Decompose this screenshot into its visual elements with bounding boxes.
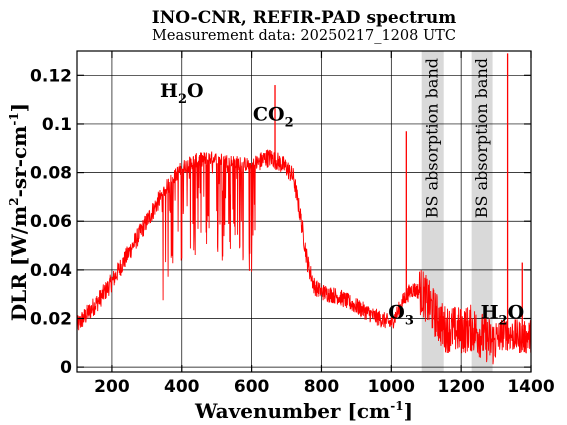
y-tick-label-6: 0.12 xyxy=(30,66,72,86)
annotation-1: H2O xyxy=(160,80,204,107)
axis-ticks: 200 400 600 800 1000 1200 1400 0 0.02 0.04 0.06 0.0… xyxy=(30,51,555,397)
y-tick-label-2: 0.04 xyxy=(30,261,72,281)
annotation-4: H2O xyxy=(481,302,525,329)
annotation-2-sub: 2 xyxy=(285,115,294,130)
y-tick-label-4: 0.08 xyxy=(30,164,72,184)
x-tick-label-5: 1200 xyxy=(437,377,484,397)
annotation-4-base: H xyxy=(481,302,499,324)
x-axis-label-main: Wavenumber [cm xyxy=(194,399,390,423)
y-tick-label-3: 0.06 xyxy=(30,212,72,232)
absorption-band-label-2: BS absorption band xyxy=(472,58,491,218)
y-axis-label-main: DLR [W/m xyxy=(7,206,31,321)
y-tick-label-1: 0.02 xyxy=(30,310,72,330)
absorption-band-label-1: BS absorption band xyxy=(423,58,442,218)
y-tick-label-0: 0 xyxy=(60,358,72,378)
y-axis-label-sup1: 2 xyxy=(7,197,21,205)
x-tick-label-0: 200 xyxy=(94,377,130,397)
absorption-band-2 xyxy=(471,51,493,372)
annotation-1-base: H xyxy=(160,80,178,102)
annotation-3-sub: 3 xyxy=(405,314,414,329)
x-axis-label-tail: ] xyxy=(404,399,413,423)
x-tick-label-1: 400 xyxy=(164,377,200,397)
y-tick-label-5: 0.1 xyxy=(42,115,72,135)
annotation-2-base: CO xyxy=(253,103,285,125)
chart-subtitle: Measurement data: 20250217_1208 UTC xyxy=(152,28,456,44)
x-tick-label-2: 600 xyxy=(234,377,270,397)
plot-frame xyxy=(76,50,532,373)
y-axis-label-tail: ] xyxy=(7,103,31,112)
x-axis-label-sup: -1 xyxy=(390,399,403,413)
spectrum-line xyxy=(77,149,531,365)
chart-title: INO-CNR, REFIR-PAD spectrum xyxy=(152,8,456,28)
y-axis-label-sup2: -1 xyxy=(7,112,21,125)
x-axis-label: Wavenumber [cm-1] xyxy=(194,399,413,423)
annotation-2: CO2 xyxy=(253,103,294,130)
annotation-3: O3 xyxy=(388,302,414,329)
annotation-4-tail: O xyxy=(508,302,525,324)
annotation-4-sub: 2 xyxy=(499,314,508,329)
x-tick-label-6: 1400 xyxy=(507,377,554,397)
x-tick-label-4: 1000 xyxy=(368,377,415,397)
annotation-1-sub: 2 xyxy=(178,92,187,107)
x-tick-label-3: 800 xyxy=(304,377,340,397)
y-axis-label: DLR [W/m2-sr-cm-1] xyxy=(7,103,31,321)
annotation-1-tail: O xyxy=(187,80,204,102)
annotation-3-base: O xyxy=(388,302,405,324)
y-axis-label-mid: -sr-cm xyxy=(7,126,31,198)
plot-area xyxy=(77,53,531,365)
